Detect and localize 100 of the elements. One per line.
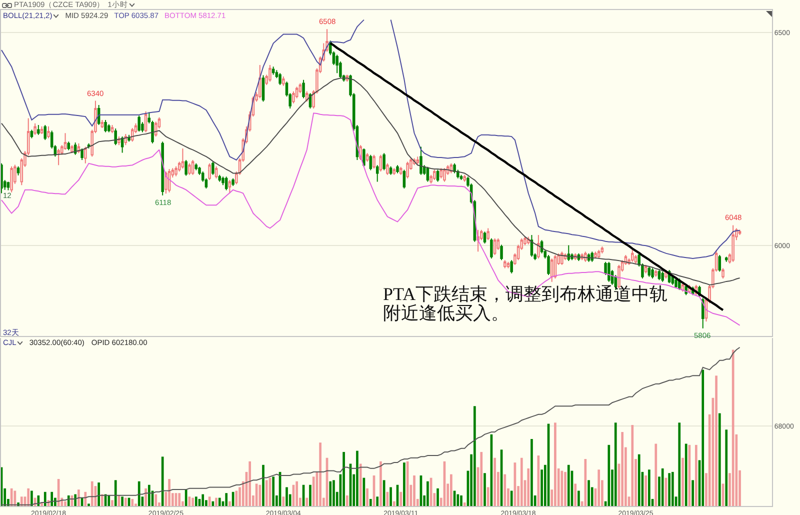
candlestick	[399, 166, 402, 176]
candlestick	[100, 119, 104, 129]
candlestick	[67, 141, 70, 151]
candlestick	[262, 74, 265, 102]
candlestick	[402, 169, 406, 190]
bar	[718, 413, 721, 506]
candlestick	[584, 251, 587, 262]
bar	[78, 490, 80, 506]
bar	[84, 492, 87, 506]
candlestick	[282, 76, 285, 86]
bar	[671, 472, 674, 506]
bar	[215, 498, 218, 506]
candlestick	[228, 180, 232, 194]
bar	[74, 494, 77, 506]
candlestick	[392, 168, 396, 176]
candlestick	[382, 152, 386, 171]
bar	[64, 501, 66, 506]
bar	[530, 439, 533, 506]
bar	[684, 444, 688, 506]
bar	[248, 461, 252, 506]
candlestick	[212, 161, 214, 176]
candlestick	[654, 269, 658, 278]
candlestick	[114, 128, 117, 146]
candlestick	[661, 271, 664, 282]
bar	[725, 430, 728, 506]
bar	[436, 488, 439, 506]
bar	[403, 462, 406, 506]
candlestick	[510, 260, 513, 274]
candlestick	[594, 251, 597, 259]
bar	[121, 496, 124, 506]
candlestick	[567, 244, 570, 262]
candlestick	[537, 234, 540, 259]
bar	[30, 490, 33, 506]
candlestick	[608, 261, 610, 282]
bar	[486, 487, 490, 506]
bar	[218, 498, 221, 506]
bar	[621, 432, 624, 506]
bar	[494, 458, 496, 506]
candlestick	[292, 90, 295, 104]
candlestick	[530, 234, 534, 258]
bar	[262, 464, 264, 506]
bar	[392, 501, 396, 506]
bar	[588, 480, 590, 506]
candlestick	[560, 251, 564, 266]
bar	[114, 480, 117, 506]
candlestick	[174, 166, 178, 177]
bar	[460, 495, 462, 506]
bar	[400, 492, 402, 506]
candlestick	[34, 122, 36, 136]
bar	[10, 488, 13, 506]
bar	[654, 444, 658, 506]
candlestick	[120, 136, 124, 154]
candlestick	[631, 249, 634, 262]
candlestick	[416, 156, 420, 165]
bar	[463, 502, 466, 506]
bar	[359, 464, 362, 506]
candlestick	[651, 268, 654, 279]
bar	[390, 487, 392, 506]
bar	[574, 484, 577, 506]
candlestick	[376, 164, 379, 182]
candlestick	[600, 246, 604, 254]
bar	[138, 481, 140, 506]
bar	[682, 458, 684, 506]
bar	[614, 422, 617, 506]
bar	[98, 482, 100, 506]
candlestick	[430, 174, 432, 184]
candlestick	[154, 121, 158, 138]
candlestick	[232, 178, 234, 186]
bar	[144, 488, 147, 506]
candlestick	[37, 124, 40, 136]
candlestick	[460, 174, 463, 181]
bar	[178, 493, 181, 506]
candlestick	[369, 154, 372, 171]
bar	[631, 424, 634, 506]
candlestick	[44, 124, 47, 140]
candlestick	[490, 238, 493, 259]
bar	[661, 468, 664, 506]
candlestick	[128, 134, 130, 142]
bar	[192, 498, 194, 506]
candlestick	[272, 66, 275, 76]
candlestick	[597, 249, 600, 259]
candlestick	[658, 269, 661, 281]
bar	[286, 487, 288, 506]
bar	[456, 494, 460, 506]
candlestick	[188, 162, 191, 176]
bar	[510, 490, 513, 506]
candlestick	[674, 278, 678, 289]
bar	[668, 473, 670, 506]
candlestick	[278, 72, 282, 86]
bar	[319, 442, 322, 506]
bar	[356, 450, 358, 506]
candlestick	[258, 64, 262, 99]
bar	[380, 461, 382, 506]
bar	[413, 475, 416, 506]
bar	[184, 490, 188, 506]
candlestick	[506, 261, 510, 269]
candlestick	[298, 82, 302, 94]
bar	[644, 475, 647, 506]
line-series	[1, 112, 740, 326]
bar	[161, 456, 164, 506]
